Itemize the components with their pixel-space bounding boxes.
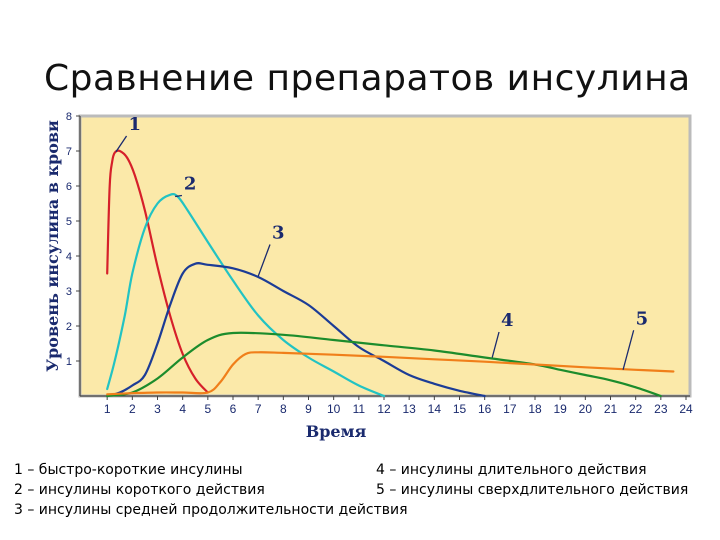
x-tick-label: 11 xyxy=(353,402,366,416)
x-tick-label: 2 xyxy=(129,402,136,416)
annotation-leader-4 xyxy=(491,331,500,358)
legend-item-4: 4 – инсулины длительного действия xyxy=(376,462,647,478)
y-tick-label: 2 xyxy=(66,321,72,333)
annotation-label-4: 4 xyxy=(501,310,514,331)
annotation-leader-3 xyxy=(257,244,271,277)
annotation-label-1: 1 xyxy=(129,114,142,135)
x-tick-label: 7 xyxy=(255,402,262,416)
annotation-leader-5 xyxy=(622,330,635,370)
y-tick-label: 4 xyxy=(66,251,72,263)
x-tick-label: 21 xyxy=(604,402,618,416)
legend-item-3: 3 – инсулины средней продолжительности д… xyxy=(14,502,408,518)
y-tick-label: 1 xyxy=(66,356,72,368)
x-tick-label: 22 xyxy=(629,402,643,416)
x-tick-label: 24 xyxy=(679,402,693,416)
legend-item-1: 1 – быстро-короткие инсулины xyxy=(14,462,243,478)
x-tick-label: 8 xyxy=(280,402,287,416)
plot-background xyxy=(80,116,690,396)
y-axis-label: Уровень инсулина в крови xyxy=(43,120,62,372)
x-tick-label: 10 xyxy=(327,402,341,416)
x-tick-label: 4 xyxy=(179,402,186,416)
y-tick-label: 3 xyxy=(66,286,72,298)
legend-item-5: 5 – инсулины сверхдлительного действия xyxy=(376,482,689,498)
y-tick-label: 8 xyxy=(66,111,72,123)
x-tick-label: 16 xyxy=(478,402,492,416)
x-tick-label: 9 xyxy=(305,402,312,416)
x-tick-label: 20 xyxy=(579,402,593,416)
y-tick-label: 6 xyxy=(66,181,72,193)
legend-item-2: 2 – инсулины короткого действия xyxy=(14,482,265,498)
annotation-label-3: 3 xyxy=(272,223,285,244)
series-line-4 xyxy=(106,331,662,398)
x-tick-label: 23 xyxy=(654,402,668,416)
y-tick-label: 7 xyxy=(66,146,72,158)
x-tick-label: 12 xyxy=(377,402,391,416)
y-tick-label: 5 xyxy=(66,216,72,228)
annotation-leader-1 xyxy=(115,135,128,153)
annotation-leader-2 xyxy=(175,194,183,198)
series-line-5 xyxy=(106,351,675,396)
series-line-1 xyxy=(106,149,209,394)
x-tick-label: 3 xyxy=(154,402,161,416)
x-axis-label: Время xyxy=(306,422,367,441)
x-tick-label: 18 xyxy=(528,402,542,416)
page-title: Сравнение препаратов инсулина xyxy=(44,58,691,99)
x-tick-label: 17 xyxy=(503,402,517,416)
x-tick-label: 19 xyxy=(553,402,567,416)
series-line-2 xyxy=(106,193,386,398)
x-tick-label: 14 xyxy=(428,402,442,416)
x-tick-label: 5 xyxy=(204,402,211,416)
annotation-label-2: 2 xyxy=(184,174,197,195)
x-tick-label: 13 xyxy=(402,402,416,416)
x-tick-label: 6 xyxy=(230,402,237,416)
x-tick-label: 15 xyxy=(453,402,467,416)
series-line-3 xyxy=(106,262,486,398)
x-tick-label: 1 xyxy=(104,402,111,416)
annotation-label-5: 5 xyxy=(636,308,649,329)
